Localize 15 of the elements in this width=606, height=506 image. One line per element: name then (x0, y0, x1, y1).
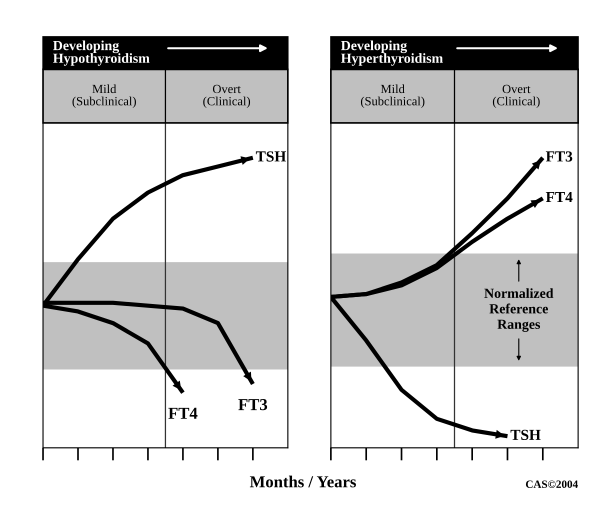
legend-label: FT3 (238, 399, 268, 410)
legend-label: FT4 (168, 408, 198, 419)
chart-title: Developing Hypothyroidism (53, 40, 150, 66)
legend-label: TSH (510, 430, 541, 440)
text: Mild (Subclinical) (360, 84, 424, 108)
x-axis-title: Months / Years (250, 476, 356, 488)
text: Overt (Clinical) (203, 84, 250, 108)
legend-label: FT3 (546, 151, 572, 162)
chart-title: Developing Hyperthyroidism (341, 40, 443, 66)
series-label: TSH (256, 151, 286, 162)
text: CAS©2004 (526, 480, 578, 488)
band-label: Normalized Reference Ranges (484, 288, 554, 332)
text: Mild (Subclinical) (72, 84, 136, 108)
legend-label: FT4 (546, 192, 573, 202)
text: Overt (Clinical) (492, 84, 540, 108)
